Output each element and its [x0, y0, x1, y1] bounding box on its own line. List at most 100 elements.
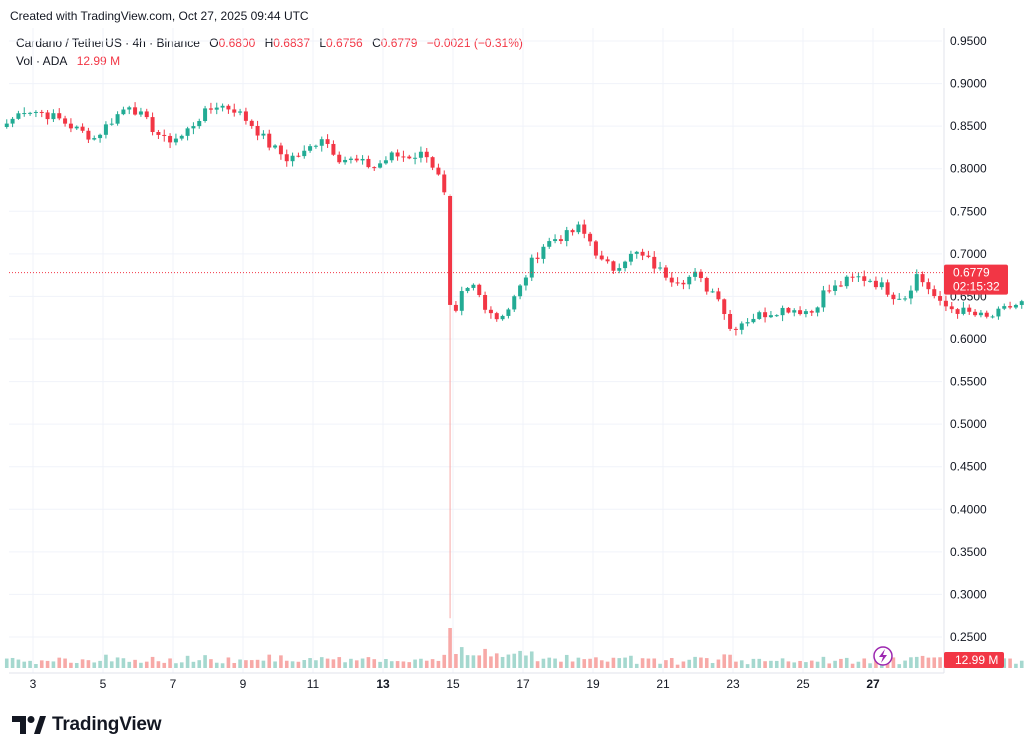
candle-body[interactable]	[786, 307, 791, 313]
candle-body[interactable]	[313, 145, 318, 147]
candle-body[interactable]	[448, 195, 453, 305]
candle-body[interactable]	[430, 157, 435, 168]
candle-body[interactable]	[821, 290, 826, 308]
candle-body[interactable]	[891, 294, 896, 300]
candle-body[interactable]	[512, 296, 517, 310]
candle-body[interactable]	[768, 315, 773, 318]
candle-body[interactable]	[920, 274, 925, 283]
candle-body[interactable]	[506, 309, 511, 316]
candle-body[interactable]	[418, 151, 423, 158]
candle-body[interactable]	[290, 155, 295, 162]
candle-body[interactable]	[395, 152, 400, 157]
candle-body[interactable]	[477, 284, 482, 296]
candle-body[interactable]	[74, 126, 79, 129]
candle-body[interactable]	[284, 154, 289, 162]
candle-body[interactable]	[990, 316, 995, 318]
candle-body[interactable]	[885, 282, 890, 295]
x-tick-label[interactable]: 19	[586, 677, 600, 691]
candle-body[interactable]	[494, 313, 499, 320]
candle-body[interactable]	[681, 282, 686, 285]
candle-body[interactable]	[51, 113, 56, 120]
candle-body[interactable]	[150, 117, 155, 133]
candle-body[interactable]	[267, 133, 272, 148]
candle-body[interactable]	[815, 307, 820, 313]
candle-body[interactable]	[809, 311, 814, 313]
candle-body[interactable]	[623, 261, 628, 269]
candle-body[interactable]	[529, 257, 534, 278]
candle-body[interactable]	[39, 111, 44, 113]
candle-body[interactable]	[827, 290, 832, 292]
candle-body[interactable]	[926, 282, 931, 290]
symbol-title[interactable]: Cardano / TetherUS · 4h · Binance	[16, 36, 200, 50]
candle-body[interactable]	[226, 105, 231, 110]
candle-body[interactable]	[961, 307, 966, 314]
candle-body[interactable]	[868, 280, 873, 282]
candle-body[interactable]	[1002, 306, 1007, 309]
x-tick-label[interactable]: 13	[376, 677, 390, 691]
candle-body[interactable]	[518, 285, 523, 297]
candle-body[interactable]	[634, 251, 639, 254]
candle-body[interactable]	[1008, 306, 1013, 308]
candle-body[interactable]	[383, 160, 388, 164]
candle-body[interactable]	[698, 271, 703, 279]
candle-body[interactable]	[63, 118, 68, 124]
candle-body[interactable]	[465, 287, 470, 292]
candle-body[interactable]	[115, 114, 120, 124]
candle-body[interactable]	[984, 312, 989, 317]
candle-body[interactable]	[914, 274, 919, 291]
candle-body[interactable]	[605, 259, 610, 262]
candle-body[interactable]	[792, 310, 797, 313]
candle-body[interactable]	[693, 271, 698, 277]
candle-body[interactable]	[232, 109, 237, 113]
candle-body[interactable]	[663, 267, 668, 278]
candle-body[interactable]	[407, 156, 412, 159]
x-tick-label[interactable]: 25	[796, 677, 810, 691]
candle-body[interactable]	[780, 307, 785, 316]
candle-body[interactable]	[92, 138, 97, 140]
candle-body[interactable]	[576, 224, 581, 233]
candle-body[interactable]	[80, 126, 85, 131]
x-tick-label[interactable]: 5	[100, 677, 107, 691]
candle-body[interactable]	[308, 146, 313, 151]
candle-body[interactable]	[168, 135, 173, 143]
candle-body[interactable]	[162, 134, 167, 136]
candle-body[interactable]	[348, 158, 353, 160]
candle-body[interactable]	[803, 311, 808, 315]
candle-body[interactable]	[967, 307, 972, 312]
candle-body[interactable]	[28, 112, 33, 114]
candle-body[interactable]	[751, 318, 756, 323]
candle-body[interactable]	[879, 282, 884, 288]
candle-body[interactable]	[488, 309, 493, 314]
candle-body[interactable]	[220, 105, 225, 108]
candle-body[interactable]	[774, 315, 779, 317]
candle-body[interactable]	[261, 133, 266, 136]
candle-body[interactable]	[249, 120, 254, 126]
candle-body[interactable]	[68, 123, 73, 129]
candle-body[interactable]	[733, 328, 738, 330]
candle-body[interactable]	[459, 291, 464, 311]
candle-body[interactable]	[658, 267, 663, 269]
candle-body[interactable]	[1013, 304, 1018, 308]
candle-body[interactable]	[127, 107, 132, 110]
candle-body[interactable]	[617, 268, 622, 271]
candle-body[interactable]	[938, 296, 943, 301]
candle-body[interactable]	[716, 291, 721, 300]
candle-body[interactable]	[763, 312, 768, 318]
x-tick-label[interactable]: 3	[30, 677, 37, 691]
candle-body[interactable]	[109, 123, 114, 125]
candle-body[interactable]	[45, 112, 50, 120]
x-tick-label[interactable]: 21	[656, 677, 670, 691]
candle-body[interactable]	[243, 111, 248, 121]
candle-body[interactable]	[22, 113, 27, 115]
volume-tag[interactable]	[944, 652, 1004, 668]
candle-body[interactable]	[500, 315, 505, 320]
candle-body[interactable]	[238, 111, 243, 113]
candle-body[interactable]	[535, 257, 540, 259]
candle-body[interactable]	[996, 308, 1001, 317]
x-tick-label[interactable]: 15	[446, 677, 460, 691]
candle-body[interactable]	[588, 233, 593, 242]
candle-body[interactable]	[278, 145, 283, 155]
candle-body[interactable]	[98, 134, 103, 139]
candle-body[interactable]	[360, 158, 365, 161]
x-tick-label[interactable]: 27	[866, 677, 880, 691]
